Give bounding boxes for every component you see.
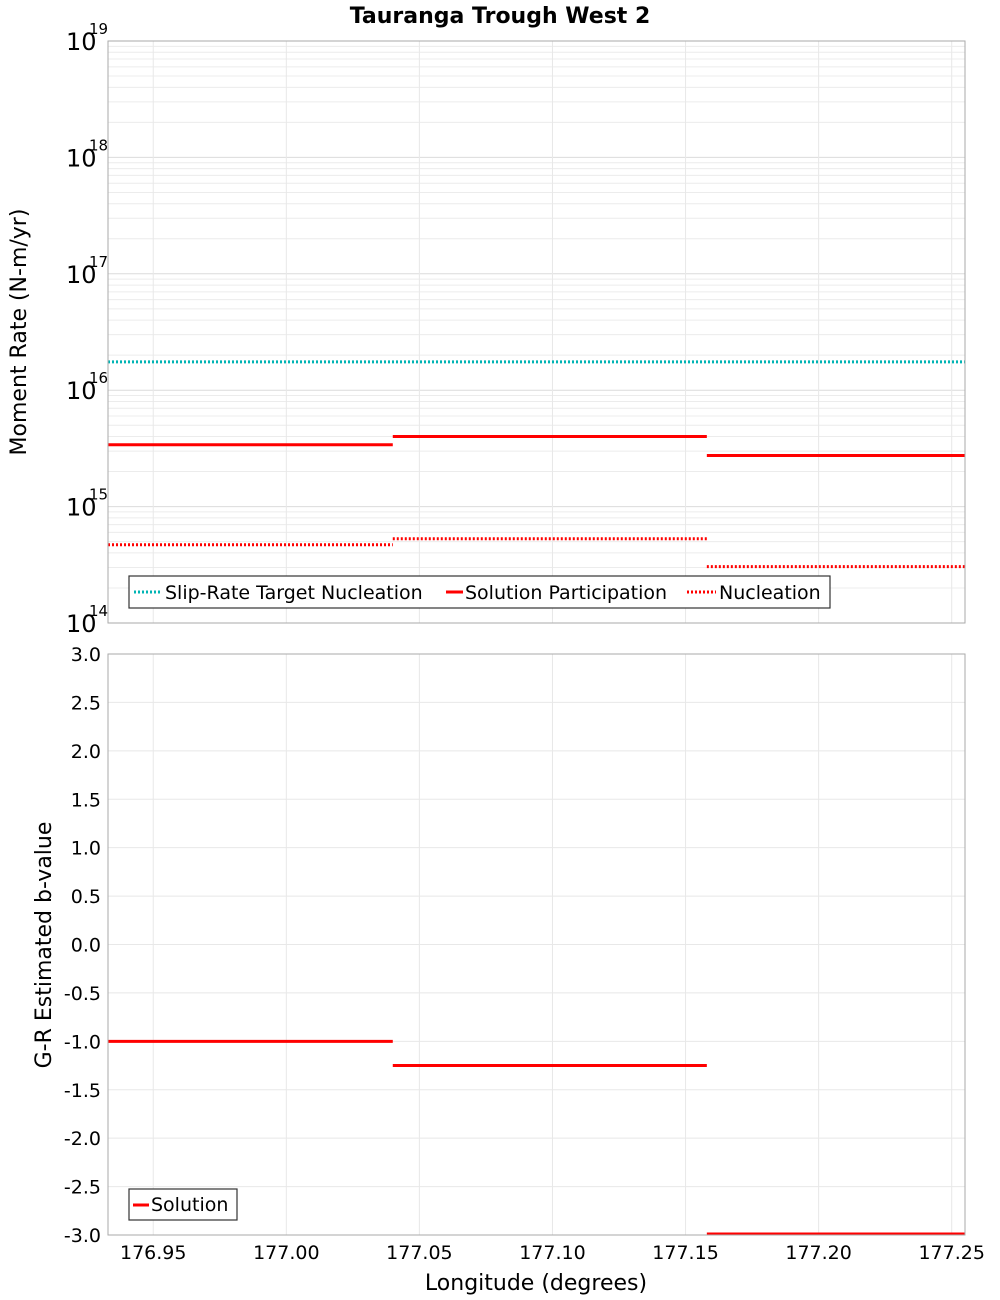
- y-tick-label: 1.0: [71, 838, 101, 860]
- y-tick-label: 1.5: [71, 789, 101, 811]
- moment-rate-series: [108, 360, 965, 569]
- moment-rate-legend-box: [128, 575, 831, 609]
- y-tick-exponent: 16: [89, 369, 108, 387]
- y-tick-exponent: 15: [89, 486, 108, 504]
- x-tick-label: 177.10: [519, 1242, 585, 1264]
- x-tick-label: 177.00: [253, 1242, 319, 1264]
- y-tick-label: 0.0: [71, 935, 101, 957]
- b-value-y-axis-label: G-R Estimated b-value: [32, 822, 57, 1069]
- b-value-y-ticks: 3.0 2.5 2.0 1.5 1.0 0.5 0.0 -0.5 -1.0 -1.5 -2.0 -2.…: [64, 644, 101, 1247]
- legend-label-slip-rate-target: Slip-Rate Target Nucleation: [165, 582, 423, 604]
- moment-rate-plot-frame: [107, 40, 966, 624]
- y-tick-exponent: 19: [89, 20, 108, 38]
- y-tick-label: -2.0: [64, 1128, 101, 1150]
- y-tick-label: -1.0: [64, 1031, 101, 1053]
- y-tick-base: 10: [66, 610, 97, 638]
- b-value-plot: 3.0 2.5 2.0 1.5 1.0 0.5 0.0 -0.5 -1.0 -1.5 -2.0 -2.…: [32, 644, 985, 1296]
- y-tick-label: -2.5: [64, 1177, 101, 1199]
- x-tick-label: 177.05: [386, 1242, 452, 1264]
- y-tick-label: -1.5: [64, 1080, 101, 1102]
- y-tick-base: 10: [66, 28, 97, 56]
- y-tick-label: 2.0: [71, 741, 101, 763]
- y-tick-base: 10: [66, 261, 97, 289]
- y-tick-label: -0.5: [64, 983, 101, 1005]
- y-tick-label: 2.5: [71, 692, 101, 714]
- y-tick-base: 10: [66, 377, 97, 405]
- chart-title: Tauranga Trough West 2: [350, 4, 651, 29]
- b-value-plot-frame: [107, 653, 966, 1236]
- x-tick-label: 177.25: [918, 1242, 984, 1264]
- moment-rate-legend: Slip-Rate Target Nucleation Solution Par…: [128, 575, 831, 609]
- b-value-series: [108, 1039, 965, 1236]
- x-tick-label: 177.20: [785, 1242, 851, 1264]
- x-tick-label: 176.95: [120, 1242, 186, 1264]
- moment-rate-y-axis-label: Moment Rate (N-m/yr): [7, 209, 32, 456]
- legend-label-nucleation: Nucleation: [719, 582, 821, 604]
- y-tick-label: -3.0: [64, 1225, 101, 1247]
- legend-label-solution-participation: Solution Participation: [465, 582, 667, 604]
- moment-rate-plot-area: [108, 41, 965, 623]
- x-axis-ticks: 176.95 177.00 177.05 177.10 177.15 177.20 177.…: [120, 1242, 985, 1264]
- y-tick-exponent: 18: [89, 136, 108, 154]
- b-value-legend: Solution: [128, 1188, 238, 1221]
- y-tick-exponent: 17: [89, 253, 108, 271]
- x-tick-label: 177.15: [652, 1242, 718, 1264]
- y-tick-exponent: 14: [89, 602, 108, 620]
- y-tick-label: 3.0: [71, 644, 101, 666]
- legend-label-solution: Solution: [151, 1194, 228, 1216]
- y-tick-base: 10: [66, 494, 97, 522]
- x-axis-label: Longitude (degrees): [425, 1271, 647, 1296]
- y-tick-base: 10: [66, 144, 97, 172]
- y-tick-label: 0.5: [71, 886, 101, 908]
